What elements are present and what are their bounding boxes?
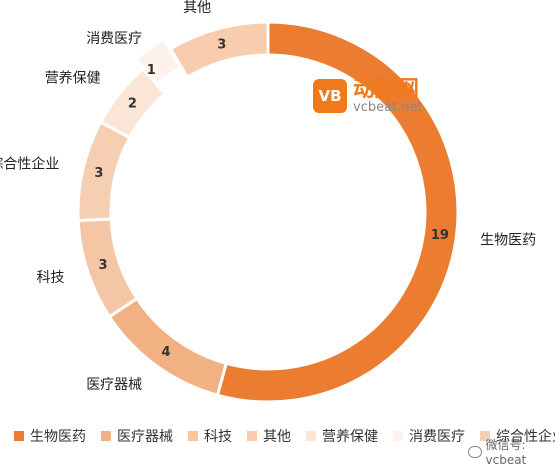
vcbeat-watermark: VB 动脉网 vcbeat.net bbox=[313, 78, 423, 115]
wechat-label: 微信号: vcbeat bbox=[486, 436, 555, 467]
wechat-id: 微信号: vcbeat bbox=[468, 436, 555, 467]
category-label-4: 营养保健 bbox=[45, 71, 101, 87]
legend-label: 其他 bbox=[263, 426, 291, 446]
legend-label: 生物医药 bbox=[30, 426, 86, 446]
value-label-3: 3 bbox=[94, 166, 103, 181]
value-label-2: 3 bbox=[98, 258, 107, 273]
slice-2 bbox=[78, 219, 137, 317]
legend-swatch bbox=[247, 431, 257, 441]
value-label-1: 4 bbox=[161, 345, 170, 360]
legend-label: 科技 bbox=[204, 426, 232, 446]
watermark-url: vcbeat.net bbox=[353, 101, 423, 115]
value-label-5: 1 bbox=[147, 63, 156, 78]
legend-item-3: 其他 bbox=[247, 426, 291, 446]
legend-swatch bbox=[101, 431, 111, 441]
category-label-0: 生物医药 bbox=[480, 233, 536, 249]
category-label-2: 科技 bbox=[37, 270, 65, 286]
category-label-3: 综合性企业 bbox=[0, 155, 59, 172]
vcbeat-logo-icon: VB bbox=[313, 79, 347, 113]
legend-item-2: 科技 bbox=[188, 426, 232, 446]
legend-item-0: 生物医药 bbox=[14, 426, 86, 446]
legend-label: 消费医疗 bbox=[409, 426, 465, 446]
legend-label: 营养保健 bbox=[322, 426, 378, 446]
value-label-6: 3 bbox=[217, 37, 226, 52]
value-label-4: 2 bbox=[128, 96, 137, 111]
legend-swatch bbox=[306, 431, 316, 441]
category-label-1: 医疗器械 bbox=[86, 377, 142, 393]
legend-swatch bbox=[14, 431, 24, 441]
watermark-name: 动脉网 bbox=[353, 78, 423, 101]
category-label-5: 消费医疗 bbox=[86, 31, 142, 47]
category-label-6: 其他 bbox=[183, 0, 211, 16]
legend-label: 医疗器械 bbox=[117, 426, 173, 446]
slice-3 bbox=[78, 122, 130, 221]
legend-item-1: 医疗器械 bbox=[101, 426, 173, 446]
legend-item-4: 营养保健 bbox=[306, 426, 378, 446]
legend-swatch bbox=[188, 431, 198, 441]
legend-item-5: 消费医疗 bbox=[393, 426, 465, 446]
legend-swatch bbox=[393, 431, 403, 441]
value-label-0: 19 bbox=[431, 228, 449, 243]
